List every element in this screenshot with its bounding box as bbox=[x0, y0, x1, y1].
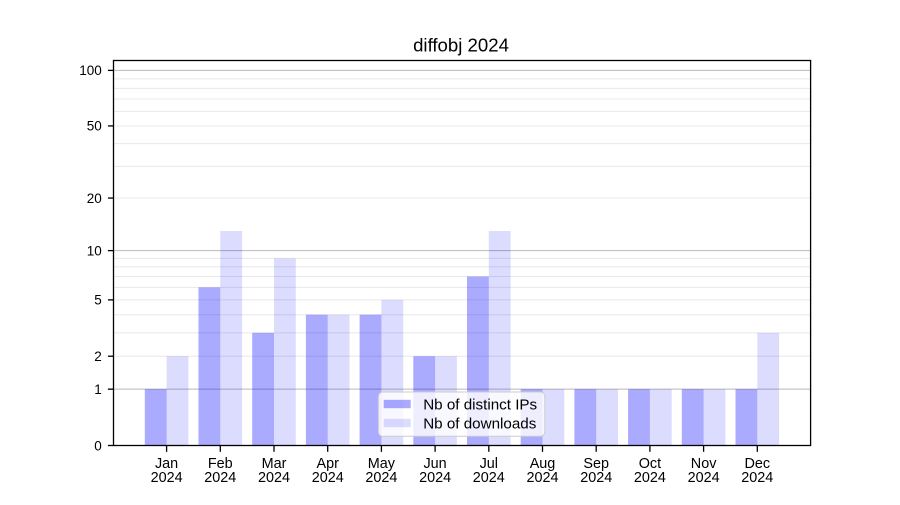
svg-text:Aug: Aug bbox=[530, 456, 556, 472]
svg-text:10: 10 bbox=[87, 243, 102, 258]
svg-text:Dec: Dec bbox=[745, 456, 771, 472]
svg-text:2024: 2024 bbox=[419, 470, 451, 486]
svg-text:2024: 2024 bbox=[258, 470, 290, 486]
svg-text:2024: 2024 bbox=[634, 470, 666, 486]
svg-text:Oct: Oct bbox=[639, 456, 661, 472]
svg-text:Jun: Jun bbox=[423, 456, 446, 472]
svg-text:Mar: Mar bbox=[262, 456, 287, 472]
svg-text:2024: 2024 bbox=[151, 470, 183, 486]
svg-text:Nb of downloads: Nb of downloads bbox=[423, 415, 537, 432]
svg-text:Apr: Apr bbox=[316, 456, 339, 472]
svg-text:Feb: Feb bbox=[208, 456, 233, 472]
svg-text:Jan: Jan bbox=[155, 456, 178, 472]
svg-text:50: 50 bbox=[87, 119, 102, 134]
svg-text:2024: 2024 bbox=[741, 470, 773, 486]
svg-text:2024: 2024 bbox=[312, 470, 344, 486]
svg-text:2024: 2024 bbox=[580, 470, 612, 486]
svg-text:Nb of distinct IPs: Nb of distinct IPs bbox=[423, 396, 537, 413]
svg-text:diffobj 2024: diffobj 2024 bbox=[413, 34, 509, 55]
svg-text:Nov: Nov bbox=[691, 456, 717, 472]
svg-text:2024: 2024 bbox=[688, 470, 720, 486]
svg-text:100: 100 bbox=[79, 63, 102, 78]
svg-text:2024: 2024 bbox=[473, 470, 505, 486]
svg-text:2: 2 bbox=[94, 349, 102, 364]
svg-text:2024: 2024 bbox=[526, 470, 558, 486]
svg-text:2024: 2024 bbox=[204, 470, 236, 486]
svg-text:Jul: Jul bbox=[480, 456, 498, 472]
svg-text:20: 20 bbox=[87, 191, 102, 206]
svg-text:Sep: Sep bbox=[583, 456, 609, 472]
svg-text:0: 0 bbox=[94, 438, 102, 453]
svg-text:2024: 2024 bbox=[365, 470, 397, 486]
svg-text:1: 1 bbox=[94, 382, 102, 397]
svg-text:May: May bbox=[368, 456, 396, 472]
svg-text:5: 5 bbox=[94, 293, 102, 308]
